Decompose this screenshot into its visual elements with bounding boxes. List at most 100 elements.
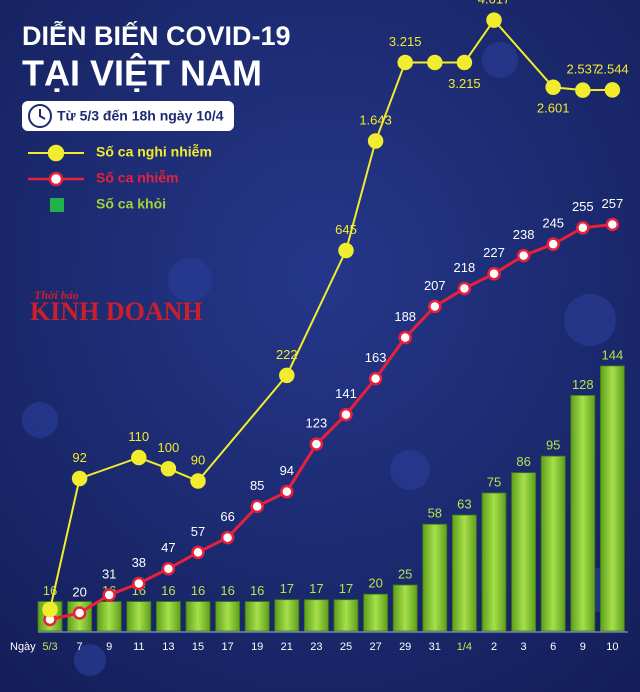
x-tick-label: 6 <box>550 641 556 653</box>
date-range: Từ 5/3 đến 18h ngày 10/4 <box>57 108 224 124</box>
value-label: 100 <box>158 440 180 455</box>
value-label: 222 <box>276 347 298 362</box>
bar <box>363 593 389 632</box>
x-tick-label: 5/3 <box>42 641 57 653</box>
marker <box>250 499 264 514</box>
x-tick-label: 10 <box>606 641 618 653</box>
bar <box>244 601 270 632</box>
marker <box>190 473 206 489</box>
bar-value-label: 16 <box>161 583 175 598</box>
value-label: 238 <box>513 227 535 242</box>
x-tick-label: 13 <box>162 641 174 653</box>
bar-value-label: 128 <box>572 377 594 392</box>
value-label: 90 <box>191 452 205 467</box>
value-label: 123 <box>306 416 328 431</box>
x-tick-label: 27 <box>369 641 381 653</box>
bar-value-label: 86 <box>516 454 530 469</box>
marker <box>131 449 147 466</box>
bar-value-label: 20 <box>368 576 382 591</box>
marker <box>516 248 531 263</box>
bar-value-label: 16 <box>250 583 264 598</box>
value-label: 645 <box>335 222 357 237</box>
x-tick-label: 23 <box>310 641 322 653</box>
bar <box>392 584 418 632</box>
marker <box>456 54 473 71</box>
bar <box>274 599 300 632</box>
marker <box>487 266 501 281</box>
marker <box>71 470 88 487</box>
marker <box>338 242 354 259</box>
date-box <box>22 101 234 131</box>
bar <box>126 601 152 632</box>
chart-subtitle: TẠI VIỆT NAM <box>22 52 262 94</box>
marker <box>605 217 620 232</box>
marker <box>397 54 413 71</box>
bar <box>600 365 625 632</box>
x-axis-label: Ngày <box>10 641 36 653</box>
x-tick-label: 21 <box>281 641 293 653</box>
bar <box>215 601 241 632</box>
marker <box>427 54 443 71</box>
marker <box>132 576 146 591</box>
value-label: 2.537 <box>567 62 600 77</box>
bar <box>540 455 566 632</box>
legend-marker <box>48 171 64 187</box>
legend-label: Số ca khỏi <box>96 196 166 212</box>
marker <box>339 407 353 422</box>
marker <box>368 371 383 386</box>
x-tick-label: 29 <box>399 641 411 653</box>
value-label: 218 <box>454 260 476 275</box>
bar-value-label: 58 <box>428 506 442 521</box>
marker <box>279 367 295 384</box>
marker <box>604 82 621 98</box>
bar-value-label: 25 <box>398 566 412 581</box>
value-label: 66 <box>220 509 234 524</box>
marker <box>72 606 87 620</box>
watermark-top: Thời báo <box>34 288 79 302</box>
bar <box>422 523 448 632</box>
x-tick-label: 9 <box>580 641 586 653</box>
marker <box>546 237 560 251</box>
marker <box>575 82 591 98</box>
marker <box>280 484 294 499</box>
bar <box>451 514 477 632</box>
bar <box>481 492 507 632</box>
bar-value-label: 95 <box>546 438 560 453</box>
bar <box>155 601 181 632</box>
marker <box>367 133 384 149</box>
marker <box>191 545 205 560</box>
value-label: 163 <box>365 350 387 365</box>
x-tick-label: 2 <box>491 641 497 653</box>
marker <box>428 299 442 314</box>
value-label: 31 <box>102 566 116 581</box>
bar-value-label: 17 <box>280 581 294 596</box>
clock-hands <box>39 109 46 120</box>
value-label: 3.215 <box>448 76 481 91</box>
x-tick-label: 1/4 <box>457 641 472 653</box>
value-label: 3.215 <box>389 34 422 49</box>
value-label: 47 <box>161 540 175 555</box>
value-label: 38 <box>132 555 146 570</box>
bar-value-label: 16 <box>220 583 234 598</box>
legend-marker <box>47 144 65 162</box>
marker <box>160 460 177 477</box>
marker <box>398 330 412 345</box>
chart-title: DIỄN BIẾN COVID-19 <box>22 20 291 51</box>
x-tick-label: 9 <box>106 641 112 653</box>
value-label: 94 <box>280 463 294 478</box>
legend-label: Số ca nhiễm <box>96 170 178 186</box>
bar <box>333 599 359 632</box>
value-label: 2.601 <box>537 101 570 116</box>
value-label: 92 <box>72 450 86 465</box>
marker <box>545 79 561 96</box>
x-tick-label: 25 <box>340 641 352 653</box>
marker <box>102 588 116 602</box>
legend-swatch <box>50 198 64 212</box>
marker <box>457 281 472 296</box>
value-label: 257 <box>602 196 624 211</box>
x-tick-label: 17 <box>221 641 233 653</box>
value-label: 4.617 <box>478 0 511 7</box>
value-label: 110 <box>128 429 149 444</box>
x-tick-label: 15 <box>192 641 204 653</box>
